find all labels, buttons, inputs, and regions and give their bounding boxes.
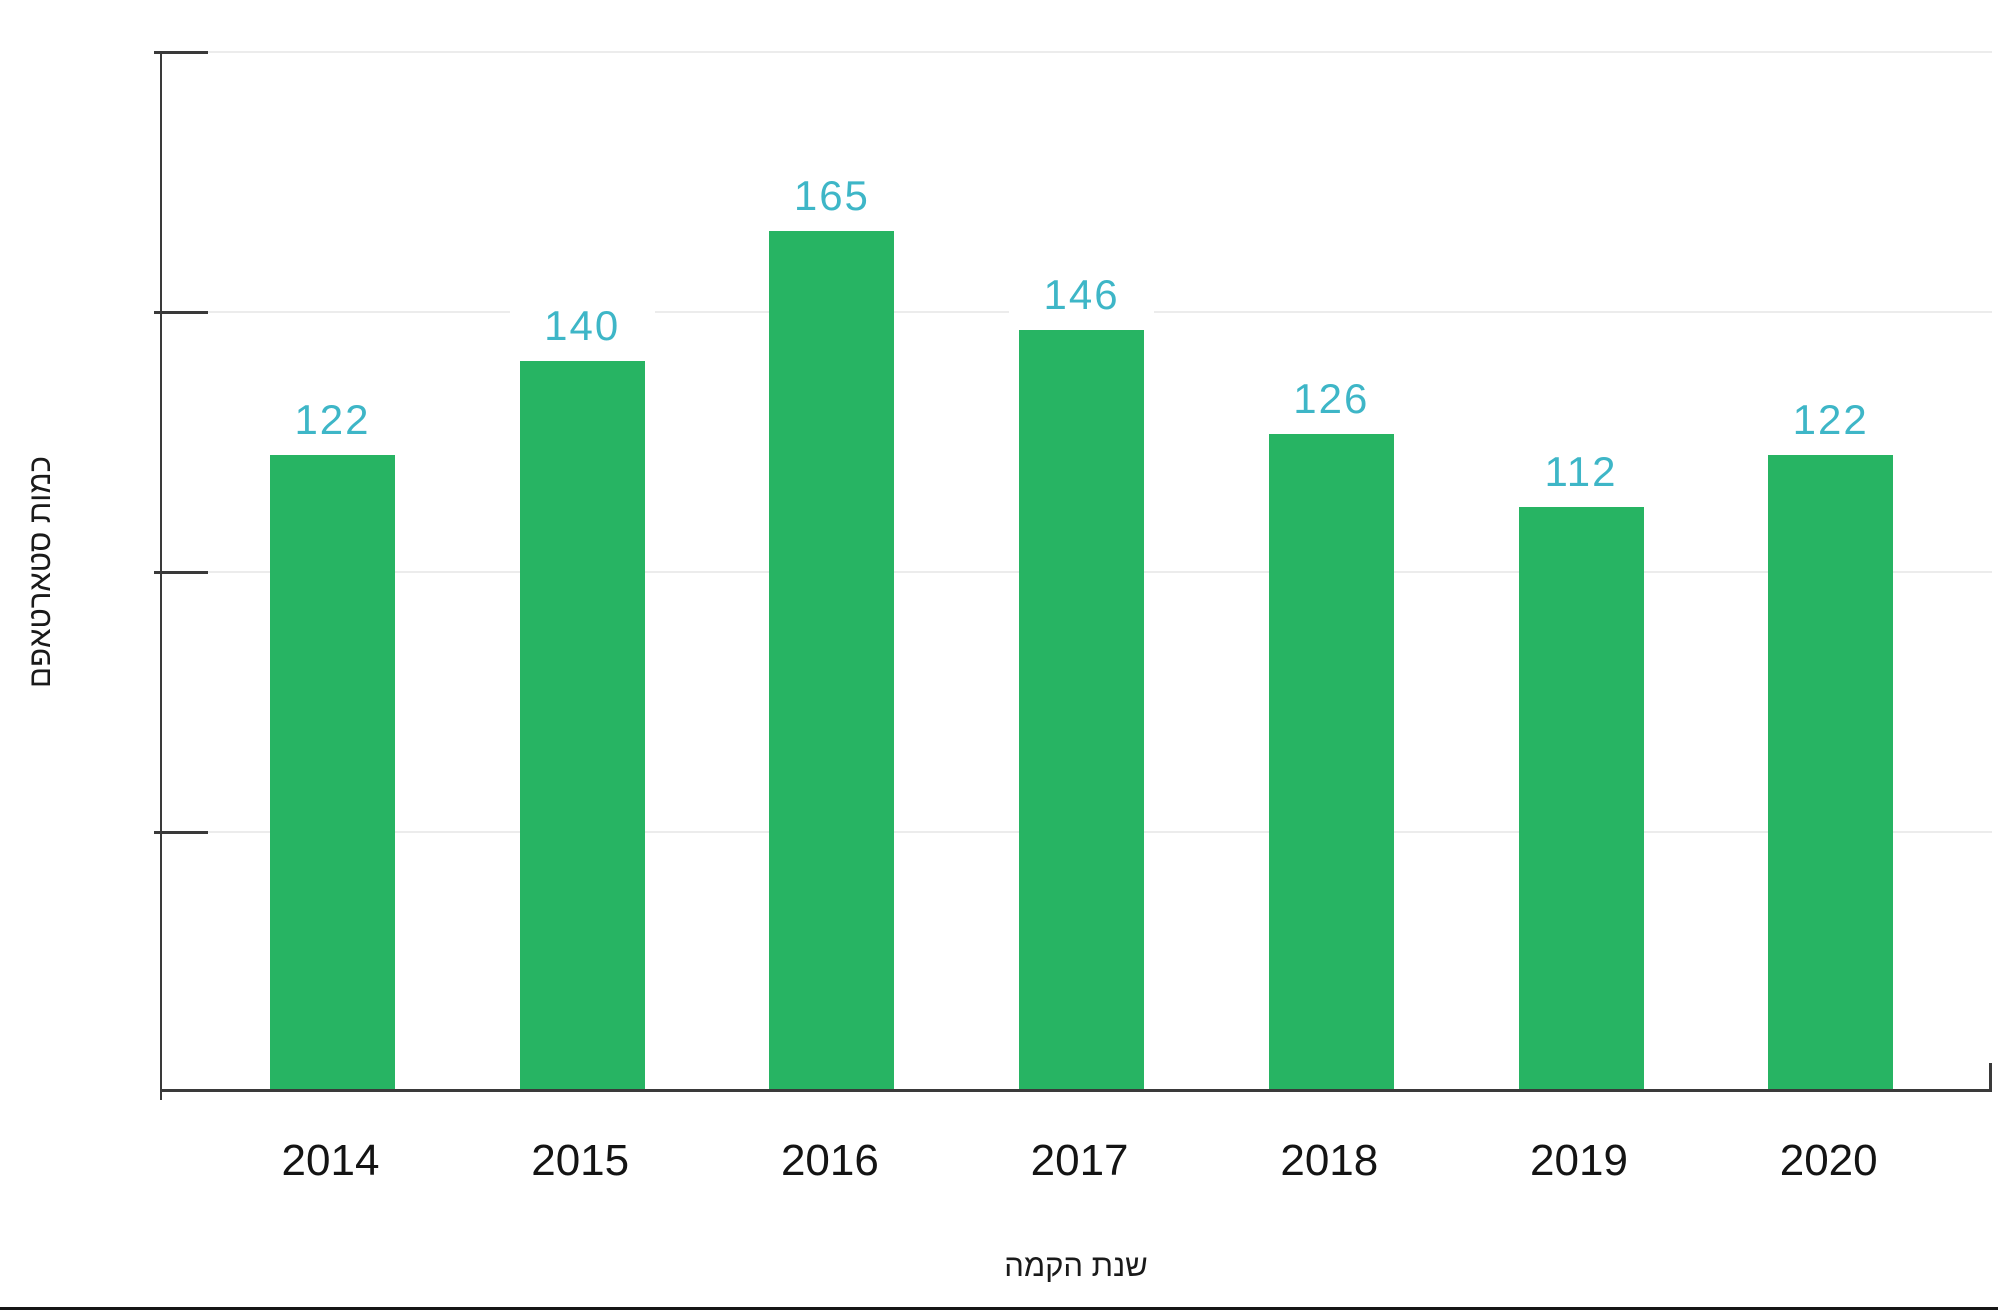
y-axis-tick-50: [154, 831, 208, 834]
x-tick-label-2017: 2017: [1030, 1136, 1129, 1185]
x-tick-label-2020: 2020: [1779, 1136, 1878, 1185]
y-axis-tick-100: [154, 571, 208, 574]
bar-2017: [1019, 329, 1145, 1089]
bar-value-label-2020: 122: [1758, 392, 1904, 447]
bar-value-label-2017: 146: [1009, 267, 1155, 322]
bar-value-label-2019: 112: [1508, 444, 1654, 499]
bar-2015: [519, 361, 645, 1089]
x-axis-title: שנת הקמה: [1004, 1248, 1148, 1283]
bar-2014: [270, 454, 395, 1089]
bar-value-label-2015: 140: [509, 299, 655, 353]
plot-area: 122 140 165 146 126 112 122: [154, 51, 1992, 1100]
bar-2020: [1768, 454, 1894, 1089]
y-axis-foot-tick: [160, 1092, 162, 1100]
x-axis-end-tick: [1989, 1063, 1992, 1089]
bar-value-label-2014: 122: [260, 392, 405, 447]
bottom-rule: [0, 1307, 1998, 1310]
x-tick-label-2019: 2019: [1530, 1136, 1628, 1185]
bar-2019: [1518, 506, 1644, 1089]
bar-value-label-2016: 165: [759, 169, 905, 223]
y-axis-tick-200: [154, 51, 208, 54]
bar-2018: [1268, 433, 1394, 1089]
x-tick-label-2015: 2015: [531, 1136, 630, 1185]
x-tick-label-2016: 2016: [780, 1136, 879, 1185]
x-tick-label-2018: 2018: [1280, 1136, 1379, 1185]
y-axis-title: כמות סטארטאפם: [22, 456, 57, 688]
bar-2016: [769, 231, 895, 1089]
x-tick-label-2014: 2014: [281, 1136, 380, 1185]
bar-value-label-2018: 126: [1258, 371, 1404, 426]
y-axis-tick-150: [154, 311, 208, 314]
gridline-y-200: [162, 51, 1992, 53]
